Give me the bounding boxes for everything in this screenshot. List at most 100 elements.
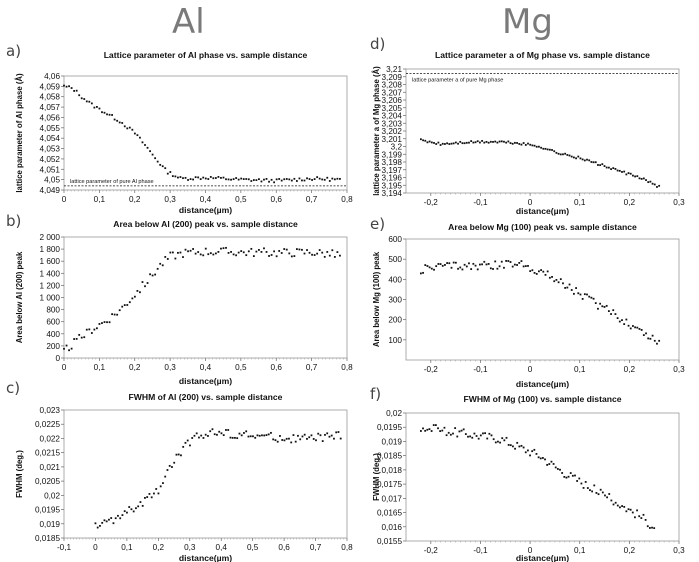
x-tick-label-c: 0,3 — [184, 543, 196, 552]
data-point-f — [561, 472, 564, 474]
data-point-b — [232, 253, 235, 256]
data-point-d — [511, 142, 514, 145]
data-point-b — [313, 254, 316, 256]
data-point-b — [113, 313, 116, 316]
data-point-c — [94, 522, 97, 525]
data-point-e — [430, 267, 433, 270]
data-point-d — [518, 143, 521, 145]
x-axis-label-e: distance(µm) — [516, 379, 569, 389]
x-tick-label-e: -0,2 — [424, 365, 439, 374]
data-point-b — [263, 247, 265, 250]
y-tick-label-d: 3,206 — [382, 96, 403, 105]
data-point-f — [441, 429, 444, 432]
data-point-c — [204, 433, 207, 436]
data-point-a — [154, 157, 157, 160]
y-tick-label-b: 1 000 — [40, 294, 61, 303]
data-point-d — [538, 145, 540, 148]
data-point-e — [487, 263, 490, 265]
data-point-c — [240, 434, 243, 437]
data-point-f — [619, 506, 621, 509]
data-point-e — [597, 307, 599, 310]
data-point-f — [475, 435, 478, 437]
data-point-a — [146, 146, 149, 149]
y-axis-label-f: FWHM (deg.) — [372, 453, 381, 501]
y-tick-label-d: 3,209 — [382, 73, 403, 82]
data-point-a — [98, 107, 101, 110]
data-point-a — [214, 177, 217, 179]
data-point-c — [335, 431, 338, 434]
data-point-c — [155, 488, 158, 490]
data-point-f — [503, 439, 506, 442]
x-tick-label-a: 0,2 — [129, 195, 141, 204]
chart-title-c: FWHM of Al (200) vs. sample distance — [129, 392, 283, 402]
data-point-f — [606, 496, 608, 499]
y-tick-label-a: 4,053 — [40, 145, 61, 154]
data-point-a — [161, 165, 164, 168]
data-point-d — [583, 159, 586, 162]
data-point-e — [444, 264, 446, 266]
data-point-a — [212, 177, 215, 180]
data-point-c — [292, 434, 295, 436]
data-point-c — [288, 437, 290, 440]
data-point-a — [321, 178, 324, 181]
data-point-f — [597, 493, 600, 496]
data-point-e — [446, 262, 449, 264]
data-point-e — [607, 310, 610, 313]
data-point-d — [599, 164, 602, 167]
data-point-e — [621, 319, 623, 322]
x-tick-label-a: 0,3 — [164, 195, 176, 204]
data-point-b — [250, 247, 253, 250]
data-point-e — [496, 267, 499, 270]
data-point-f — [477, 437, 480, 440]
data-point-c — [103, 519, 106, 522]
data-point-c — [168, 464, 171, 467]
data-point-f — [627, 508, 630, 511]
data-point-f — [533, 448, 536, 451]
data-point-f — [499, 441, 501, 444]
x-tick-label-c: 0,1 — [121, 543, 133, 552]
data-point-f — [567, 475, 570, 478]
data-point-d — [653, 183, 656, 186]
data-point-b — [323, 255, 326, 258]
data-point-f — [653, 527, 656, 530]
data-point-b — [331, 249, 334, 252]
data-point-e — [457, 267, 459, 270]
data-point-e — [658, 339, 661, 342]
y-tick-label-c: 0,021 — [40, 463, 61, 472]
data-point-b — [187, 250, 189, 253]
data-point-f — [486, 437, 489, 440]
data-point-c — [301, 435, 304, 438]
data-point-c — [202, 437, 205, 439]
data-point-b — [245, 254, 248, 257]
data-point-e — [463, 263, 466, 266]
data-point-b — [214, 252, 217, 255]
data-point-f — [584, 481, 587, 483]
data-point-e — [634, 326, 637, 329]
data-point-c — [238, 432, 241, 435]
data-point-f — [544, 458, 546, 461]
data-point-b — [301, 248, 303, 251]
data-point-b — [197, 251, 200, 253]
data-point-d — [564, 152, 567, 155]
data-point-d — [634, 175, 637, 178]
data-point-f — [482, 432, 484, 435]
y-tick-label-a: 4,05 — [44, 176, 60, 185]
y-tick-label-b: 2 000 — [40, 233, 61, 242]
data-point-c — [263, 434, 266, 437]
data-point-d — [520, 143, 523, 146]
x-tick-label-c: 0,4 — [216, 543, 228, 552]
data-point-e — [544, 273, 547, 276]
data-point-a — [141, 141, 144, 144]
data-point-d — [594, 161, 597, 164]
data-point-d — [656, 186, 658, 188]
data-point-e — [651, 334, 654, 337]
data-point-c — [141, 504, 144, 507]
data-point-d — [542, 147, 545, 150]
data-point-a — [280, 179, 283, 182]
data-point-e — [538, 270, 540, 273]
data-point-b — [285, 248, 288, 251]
data-point-d — [601, 163, 604, 166]
data-point-d — [509, 142, 512, 144]
data-point-b — [278, 250, 281, 252]
